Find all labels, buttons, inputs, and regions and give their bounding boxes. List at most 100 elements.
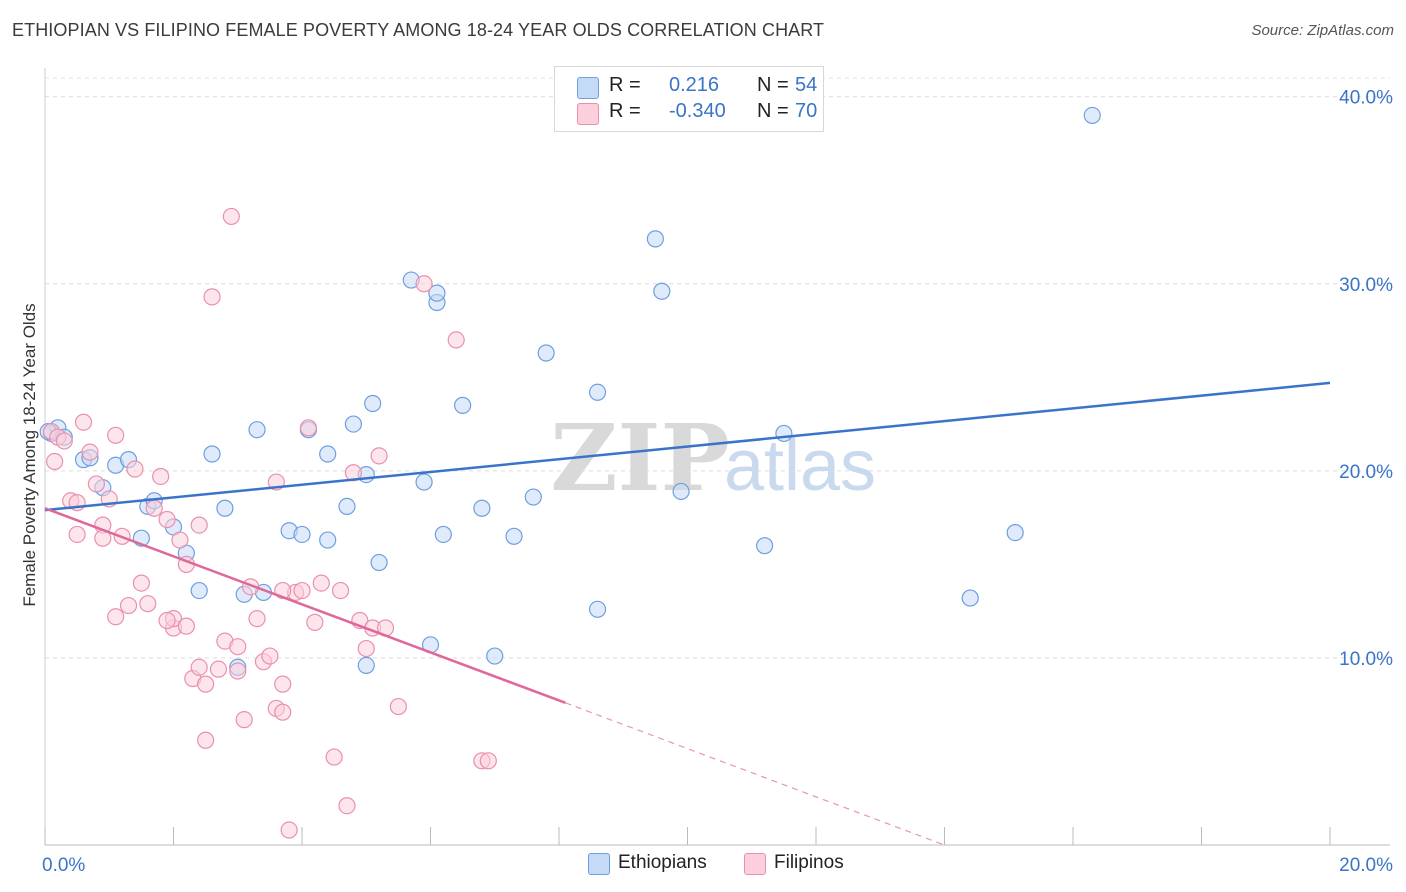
data-point (961, 589, 979, 607)
data-point (190, 581, 208, 600)
r-label: R = (609, 100, 641, 122)
data-point (74, 413, 93, 431)
correlation-legend: R = 0.216 N = 54 R = -0.340 N = 70 (554, 66, 824, 132)
data-point (190, 516, 208, 534)
data-point (588, 600, 607, 618)
legend-swatch-filipinos (577, 103, 599, 125)
data-point (274, 703, 292, 721)
filipinos-trend-line (44, 507, 566, 704)
data-point (338, 497, 356, 515)
r-label: R = (609, 74, 641, 96)
r-value: -0.340 (669, 100, 726, 122)
data-point (415, 473, 433, 491)
data-point (447, 331, 465, 349)
data-point (55, 432, 73, 450)
data-point (235, 711, 253, 729)
y-tick-label: 10.0% (1339, 649, 1393, 670)
data-point (46, 452, 64, 471)
data-point (524, 488, 542, 506)
data-point (248, 610, 266, 628)
data-point (389, 697, 407, 716)
filipinos-trend-extension (565, 702, 945, 846)
data-point (280, 821, 298, 839)
data-point (158, 611, 176, 630)
source-label: Source: ZipAtlas.com (1251, 22, 1394, 39)
data-point (132, 574, 150, 592)
data-point (152, 467, 170, 486)
data-point (229, 662, 247, 680)
data-point (203, 445, 221, 463)
data-point (107, 426, 125, 444)
bottom-legend-label: Filipinos (774, 852, 844, 873)
data-point (319, 531, 337, 549)
bottom-swatch-ethiopians (588, 853, 610, 875)
data-point (248, 421, 266, 439)
x-tick-label-min: 0.0% (42, 855, 85, 876)
data-point (81, 443, 99, 461)
data-point (209, 660, 228, 678)
data-point (293, 525, 311, 544)
data-point (486, 647, 504, 665)
data-point (190, 658, 208, 676)
n-label: N = (757, 100, 789, 122)
data-point (364, 394, 382, 413)
n-value: 70 (795, 100, 818, 122)
trend-lines (44, 381, 1331, 846)
data-point (428, 284, 446, 302)
data-point (370, 447, 388, 465)
data-point (68, 525, 86, 544)
data-point (775, 424, 793, 443)
data-point (588, 383, 607, 401)
data-point (672, 482, 690, 501)
y-axis-title: Female Poverty Among 18-24 Year Olds (20, 303, 39, 607)
data-point (434, 525, 452, 544)
data-point (331, 581, 350, 600)
data-point (319, 445, 337, 463)
chart-title: ETHIOPIAN VS FILIPINO FEMALE POVERTY AMO… (12, 20, 825, 40)
n-label: N = (757, 74, 789, 96)
filipinos-points (42, 207, 497, 839)
data-point (479, 752, 497, 770)
data-point (119, 596, 138, 615)
data-point (473, 499, 491, 517)
data-point (145, 499, 163, 517)
data-point (357, 639, 375, 658)
data-point (415, 275, 433, 293)
y-tick-label: 30.0% (1339, 275, 1393, 296)
data-point (370, 553, 388, 572)
ethiopians-points (39, 106, 1101, 676)
data-point (197, 675, 215, 693)
ethiopians-trend-line (44, 381, 1331, 512)
axes (44, 68, 1390, 846)
data-point (107, 608, 125, 626)
data-point (177, 617, 195, 635)
data-point (293, 581, 311, 600)
data-point (299, 419, 318, 437)
tick-labels: 10.0% 20.0% 30.0% 40.0% 0.0% 20.0% (42, 88, 1393, 876)
data-point (306, 613, 324, 631)
data-point (537, 344, 555, 362)
r-value: 0.216 (669, 74, 720, 96)
data-point (755, 537, 774, 555)
data-point (216, 499, 234, 517)
data-point (197, 731, 215, 749)
data-point (87, 475, 106, 493)
data-point (338, 797, 356, 815)
legend-swatch-ethiopians (577, 77, 599, 99)
data-point (203, 288, 221, 306)
data-point (1083, 106, 1101, 125)
y-tick-label: 20.0% (1339, 462, 1393, 483)
data-point (139, 595, 157, 613)
data-point (653, 282, 671, 300)
data-point (126, 460, 144, 478)
data-point (274, 675, 292, 693)
data-point (454, 396, 472, 414)
data-point (312, 574, 330, 592)
data-point (505, 527, 523, 545)
data-point (344, 415, 362, 433)
data-point (158, 510, 176, 529)
data-point (229, 638, 247, 656)
x-tick-label-max: 20.0% (1339, 855, 1393, 876)
